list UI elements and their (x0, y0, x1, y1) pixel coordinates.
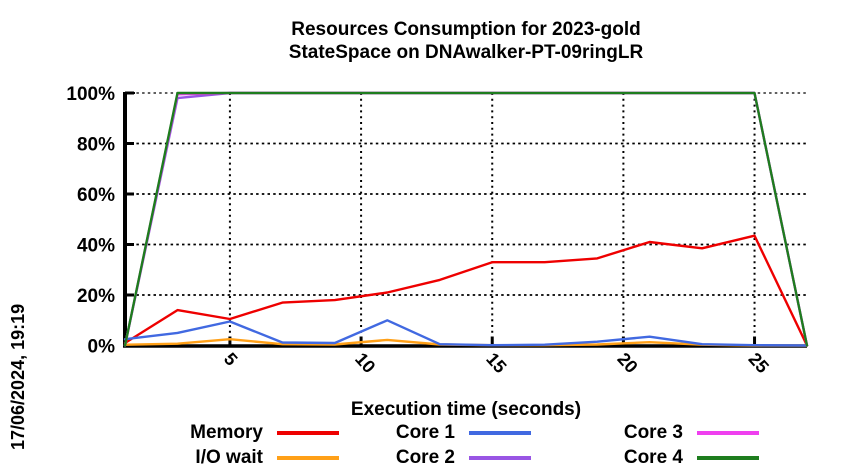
legend-line-core-3 (697, 431, 759, 435)
legend-label-core-4: Core 4 (623, 447, 683, 468)
chart-title-line1: Resources Consumption for 2023-gold (291, 19, 641, 40)
x-tick-label: 15 (482, 349, 510, 377)
x-tick-label: 10 (351, 349, 379, 377)
x-tick-label: 20 (613, 349, 641, 377)
chart-title: Resources Consumption for 2023-gold Stat… (125, 18, 807, 64)
y-tick-label: 20% (77, 286, 115, 307)
legend-label-core-2: Core 2 (395, 447, 455, 468)
y-tick-label: 0% (88, 337, 116, 358)
y-tick-label: 60% (77, 185, 115, 206)
y-tick-label: 40% (77, 236, 115, 257)
legend-item-core-4: Core 4 (568, 448, 759, 468)
legend-label-core-1: Core 1 (395, 422, 455, 443)
series-line-core-1 (123, 319, 809, 347)
legend-line-i-o-wait (277, 456, 339, 460)
legend-line-memory (277, 431, 339, 435)
legend-line-core-2 (469, 456, 531, 460)
legend-item-memory: Memory (150, 423, 339, 443)
legend-line-core-4 (697, 456, 759, 460)
legend-item-core-3: Core 3 (568, 423, 759, 443)
x-axis-label: Execution time (seconds) (350, 399, 582, 420)
chart-title-line2: StateSpace on DNAwalker-PT-09ringLR (288, 42, 644, 63)
y-tick-label: 100% (66, 84, 115, 105)
series-line-core-3 (123, 91, 809, 347)
series-line-memory (123, 234, 809, 347)
legend-item-core-2: Core 2 (340, 448, 531, 468)
x-tick-label: 5 (220, 349, 242, 370)
legend-label-i-o-wait: I/O wait (195, 447, 263, 468)
legend-label-core-3: Core 3 (623, 422, 683, 443)
series-line-core-4 (123, 91, 809, 347)
legend-item-core-1: Core 1 (340, 423, 531, 443)
x-tick-label: 25 (745, 349, 773, 377)
series-line-core-2 (123, 91, 809, 347)
legend-line-core-1 (469, 431, 531, 435)
legend-item-i-o-wait: I/O wait (150, 448, 339, 468)
y-tick-label: 80% (77, 135, 115, 156)
legend-label-memory: Memory (190, 422, 263, 443)
